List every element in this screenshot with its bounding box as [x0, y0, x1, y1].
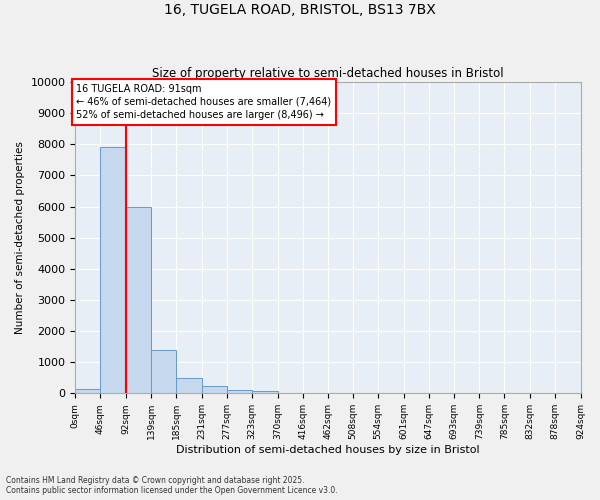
- Bar: [100, 148, 125, 394]
- X-axis label: Distribution of semi-detached houses by size in Bristol: Distribution of semi-detached houses by …: [176, 445, 480, 455]
- Text: 16 TUGELA ROAD: 91sqm
← 46% of semi-detached houses are smaller (7,464)
52% of s: 16 TUGELA ROAD: 91sqm ← 46% of semi-deta…: [76, 84, 331, 120]
- Bar: [151, 350, 176, 394]
- Bar: [227, 390, 252, 394]
- Y-axis label: Number of semi-detached properties: Number of semi-detached properties: [15, 142, 25, 334]
- Text: Contains HM Land Registry data © Crown copyright and database right 2025.
Contai: Contains HM Land Registry data © Crown c…: [6, 476, 338, 495]
- Bar: [252, 391, 278, 394]
- Text: 16, TUGELA ROAD, BRISTOL, BS13 7BX: 16, TUGELA ROAD, BRISTOL, BS13 7BX: [164, 2, 436, 16]
- Bar: [75, 390, 100, 394]
- Bar: [176, 378, 202, 394]
- Bar: [202, 386, 227, 394]
- Title: Size of property relative to semi-detached houses in Bristol: Size of property relative to semi-detach…: [152, 66, 504, 80]
- Bar: [125, 206, 151, 394]
